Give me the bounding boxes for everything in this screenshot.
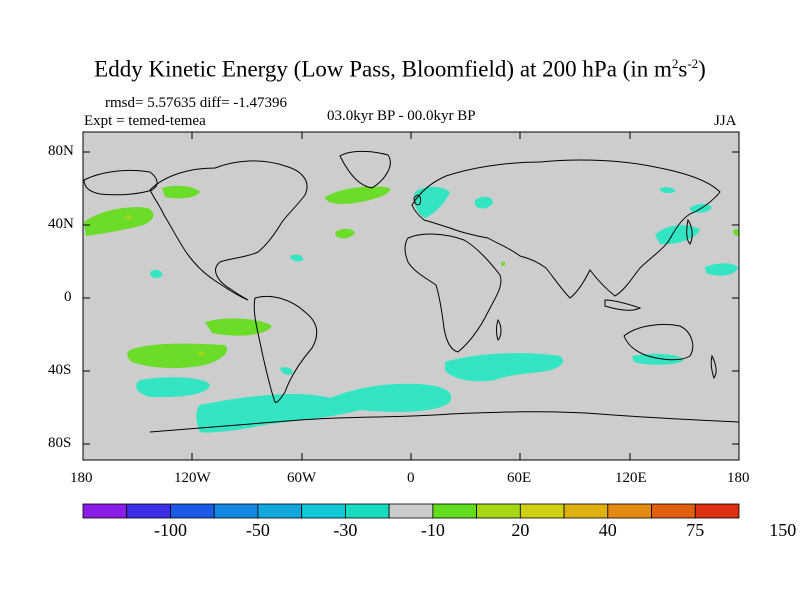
coast-north-america bbox=[149, 160, 308, 301]
colorbar-swatch bbox=[563, 503, 609, 519]
stats-text: rmsd= 5.57635 diff= -1.47396 bbox=[105, 95, 288, 111]
colorbar-swatch bbox=[82, 503, 128, 519]
colorbar-swatch bbox=[301, 503, 346, 519]
coast-africa bbox=[404, 233, 502, 353]
coastlines bbox=[83, 150, 740, 433]
lat-tick-40s: 40S bbox=[48, 362, 72, 378]
coast-uk bbox=[413, 194, 421, 206]
colorbar-label: -10 bbox=[420, 520, 445, 540]
lat-tick-80s: 80S bbox=[48, 435, 72, 451]
colorbar-swatch bbox=[651, 503, 696, 519]
colorbar-swatch bbox=[213, 503, 259, 519]
colorbar-swatch bbox=[257, 503, 303, 519]
season-label: JJA bbox=[714, 113, 737, 129]
title-sup1: 2 bbox=[671, 56, 679, 71]
coast-antarctica bbox=[149, 411, 740, 433]
period-label: 03.0kyr BP - 00.0kyr BP bbox=[327, 108, 476, 124]
colorbar-label: 20 bbox=[511, 520, 530, 540]
colorbar-swatch bbox=[694, 503, 740, 519]
lon-tick-60w: 60W bbox=[287, 470, 317, 486]
coast-greenland bbox=[339, 150, 391, 189]
coast-south-america bbox=[253, 295, 318, 403]
coast-alaska bbox=[83, 169, 158, 196]
colorbar bbox=[82, 503, 740, 519]
colorbar-swatch bbox=[432, 503, 478, 519]
colorbar-swatch bbox=[126, 503, 171, 519]
coast-japan bbox=[686, 218, 693, 245]
lon-tick-180e: 180 bbox=[727, 470, 750, 486]
colorbar-swatch bbox=[170, 503, 215, 519]
title-main: Eddy Kinetic Energy (Low Pass, Bloomfiel… bbox=[94, 56, 672, 82]
experiment-label: Expt = temed-temea bbox=[84, 113, 206, 129]
positive-anomaly-areas bbox=[84, 185, 740, 369]
colorbar-label: 150 bbox=[769, 520, 797, 540]
axis-ticks bbox=[83, 132, 739, 460]
colorbar-label: -50 bbox=[245, 520, 270, 540]
stronger-positive-spots bbox=[125, 215, 205, 356]
colorbar-label: -100 bbox=[153, 520, 187, 540]
lon-tick-120w: 120W bbox=[174, 470, 211, 486]
colorbar-swatch bbox=[476, 503, 521, 519]
colorbar-label: -30 bbox=[333, 520, 358, 540]
lat-tick-80n: 80N bbox=[48, 143, 74, 159]
title-end: ) bbox=[698, 56, 706, 82]
colorbar-label: 75 bbox=[686, 520, 705, 540]
lon-tick-60e: 60E bbox=[507, 470, 532, 486]
coast-australia bbox=[623, 323, 694, 361]
title-sup2: -2 bbox=[687, 56, 699, 71]
colorbar-swatch bbox=[519, 503, 565, 519]
coast-new-zealand bbox=[710, 354, 717, 380]
colorbar-swatch bbox=[607, 503, 652, 519]
colorbar-swatch bbox=[388, 503, 434, 519]
coast-madagascar bbox=[496, 318, 502, 341]
lon-tick-180w: 180 bbox=[70, 470, 93, 486]
lat-tick-0: 0 bbox=[64, 289, 72, 305]
coast-eurasia bbox=[411, 159, 721, 299]
lon-tick-120e: 120E bbox=[615, 470, 647, 486]
colorbar-label: 40 bbox=[598, 520, 617, 540]
title-mid: s bbox=[678, 56, 688, 82]
lat-tick-40n: 40N bbox=[48, 216, 74, 232]
colorbar-swatch bbox=[344, 503, 390, 519]
coast-indonesia bbox=[604, 299, 642, 311]
plot-title: Eddy Kinetic Energy (Low Pass, Bloomfiel… bbox=[0, 56, 800, 83]
lon-tick-0: 0 bbox=[407, 470, 415, 486]
